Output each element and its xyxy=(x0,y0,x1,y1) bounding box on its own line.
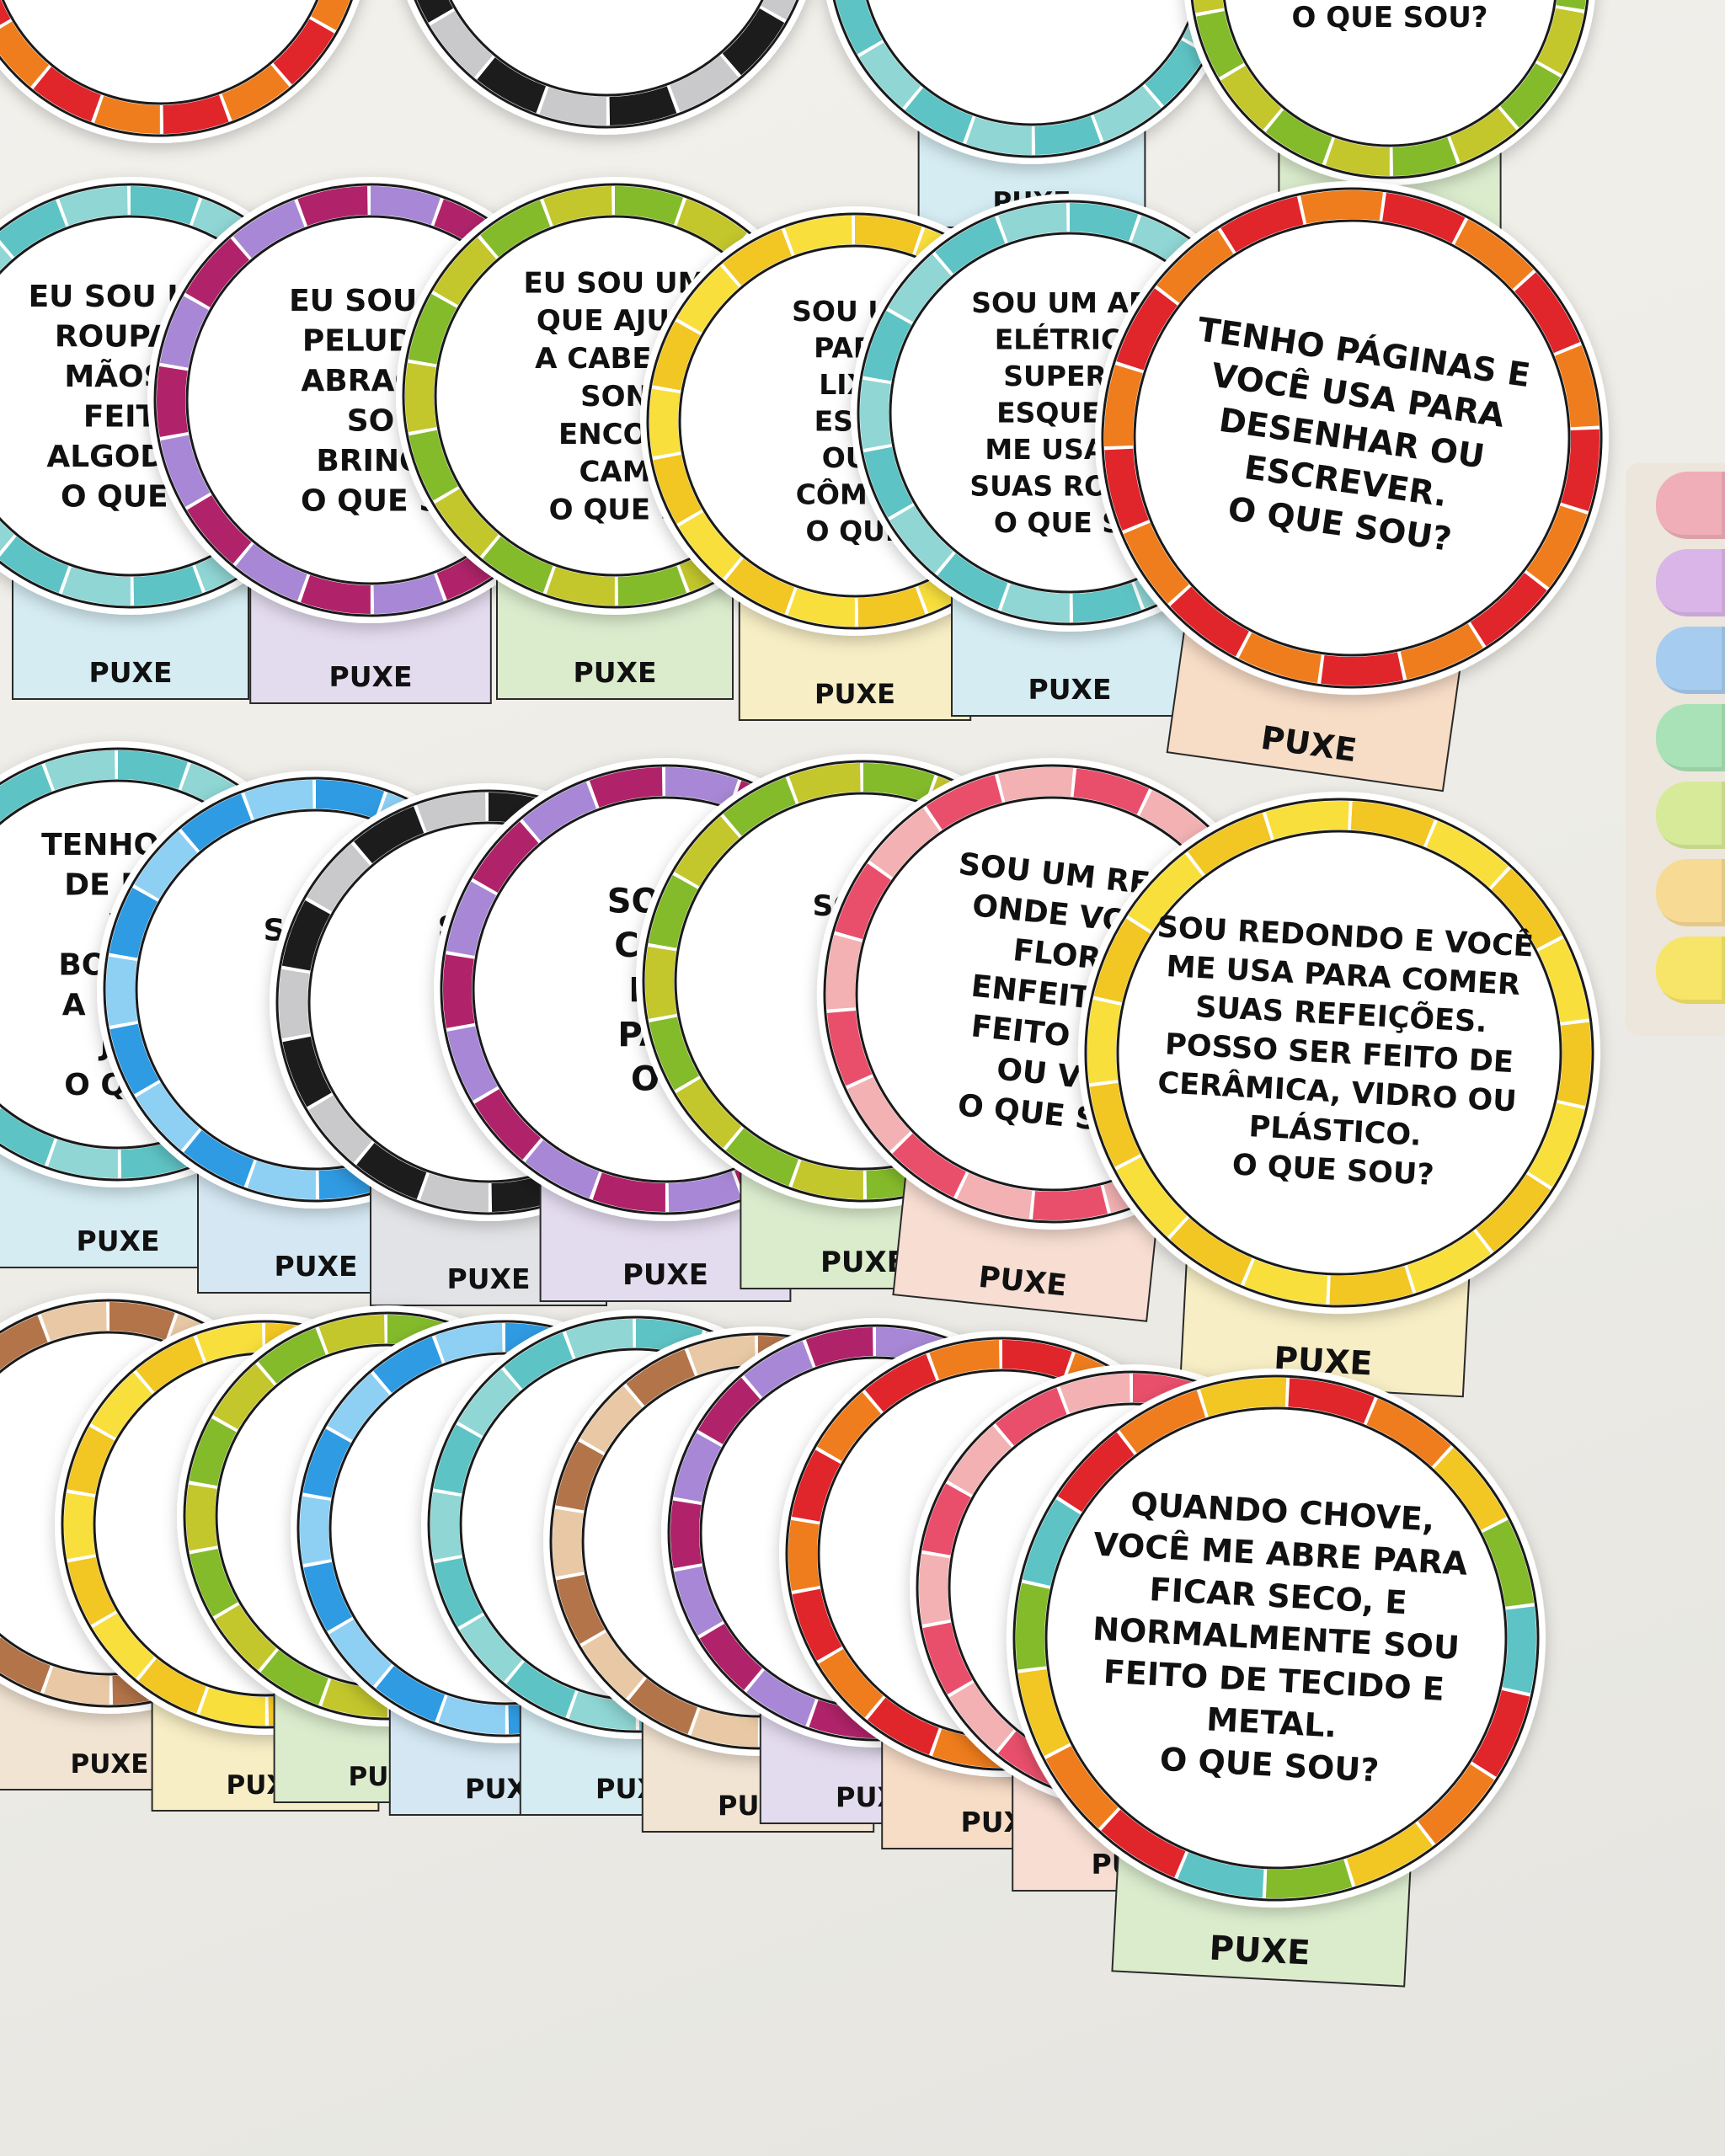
riddle-line: CAM xyxy=(579,456,650,489)
ring-segment xyxy=(186,1315,589,1717)
pull-tab-label: PUXE xyxy=(820,1246,906,1279)
pull-tab-label: PUXE xyxy=(89,656,173,689)
ring-segment xyxy=(788,1340,1216,1768)
pull-tab-label: PUXE xyxy=(71,1749,149,1780)
riddle-card[interactable]: O QUE SOU? xyxy=(0,0,371,143)
ring-segment xyxy=(670,1327,1081,1738)
ring-segment xyxy=(279,792,698,1212)
highlighter-marker xyxy=(1656,704,1725,771)
pull-tab-label: PUXE xyxy=(622,1258,708,1292)
ring-segment xyxy=(1087,801,1591,1305)
riddle-line: SON xyxy=(580,380,649,414)
ring-segment xyxy=(1087,801,1591,1305)
pull-tab-label: PUXE xyxy=(447,1262,531,1295)
ring-segment xyxy=(1016,1378,1536,1898)
ring-segment xyxy=(1104,190,1599,686)
ring-segment xyxy=(649,216,1060,627)
pull-tab-label: PUXE xyxy=(814,678,895,710)
pull-tab-label: PUXE xyxy=(1028,673,1112,706)
pull-tab-label: PUXE xyxy=(77,1225,160,1257)
ring-segment xyxy=(919,1374,1347,1801)
riddle-line: EU SOU UM xyxy=(524,266,707,300)
ring-segment xyxy=(860,203,1279,622)
cards-layer: O QUE SOU?O QUE SOU?PUXEO QUE SOU?PUXEME… xyxy=(0,0,1642,1993)
ring-segment xyxy=(826,767,1279,1220)
card-face xyxy=(1,0,319,105)
riddle-line: METAL. xyxy=(1205,1700,1338,1744)
ring-segment xyxy=(106,780,526,1199)
highlighter-marker xyxy=(1656,549,1725,616)
highlighter-marker xyxy=(1656,472,1725,539)
ring-segment xyxy=(1016,1378,1536,1898)
ring-segment xyxy=(157,186,585,614)
ring-segment xyxy=(106,780,526,1199)
highlighter-marker xyxy=(1656,627,1725,694)
ring-segment xyxy=(64,1323,467,1726)
ring-segment xyxy=(645,763,1081,1199)
card-face xyxy=(1044,1406,1508,1870)
ring-segment xyxy=(64,1323,467,1726)
ring-segment xyxy=(300,1323,711,1734)
ring-segment xyxy=(443,767,888,1212)
riddle-line: O QUE SOU? xyxy=(1291,1,1487,35)
ring-segment xyxy=(430,1319,841,1730)
ring-segment xyxy=(430,1319,841,1730)
highlighter-marker xyxy=(1656,859,1725,926)
pull-tab-label: PUXE xyxy=(329,660,413,693)
highlighter-marker xyxy=(1656,782,1725,849)
ring-segment xyxy=(788,1340,1216,1768)
ring-segment xyxy=(1087,801,1591,1305)
riddle-line: SO xyxy=(347,403,395,438)
ring-segment xyxy=(279,792,698,1212)
ring-segment xyxy=(553,1336,964,1747)
riddle-card[interactable]: O QUE SOU? xyxy=(392,0,821,135)
ring-segment xyxy=(860,203,1279,622)
ring-segment xyxy=(0,1302,311,1705)
ring-segment xyxy=(919,1374,1347,1801)
ring-segment xyxy=(649,216,1060,627)
ring-segment xyxy=(443,767,888,1212)
ring-segment xyxy=(405,186,825,606)
highlighter-marker xyxy=(1656,937,1725,1004)
ring-segment xyxy=(645,763,1081,1199)
card-face xyxy=(1133,219,1571,657)
riddle-text: MECHUTAR.O QUE SOU? xyxy=(1291,1,1487,35)
ring-segment xyxy=(0,186,340,606)
ring-segment xyxy=(826,767,1279,1220)
ring-segment xyxy=(1104,190,1599,686)
ring-segment xyxy=(186,1315,589,1717)
ring-segment xyxy=(670,1327,1081,1738)
card-face xyxy=(866,0,1198,126)
ring-segment xyxy=(300,1323,711,1734)
card-face xyxy=(1116,830,1562,1276)
card-face xyxy=(449,0,764,97)
pull-tab-label: PUXE xyxy=(574,656,657,689)
pull-tab-label: PUXE xyxy=(275,1250,358,1283)
ring-segment xyxy=(0,750,332,1178)
card-face xyxy=(1223,0,1557,147)
ring-segment xyxy=(1016,1378,1536,1898)
ring-segment xyxy=(405,186,825,606)
ring-segment xyxy=(157,186,585,614)
pull-tab-label: PUXE xyxy=(1208,1929,1311,1972)
riddle-card[interactable]: PUXEO QUE SOU? xyxy=(821,0,1242,228)
ring-segment xyxy=(553,1336,964,1747)
